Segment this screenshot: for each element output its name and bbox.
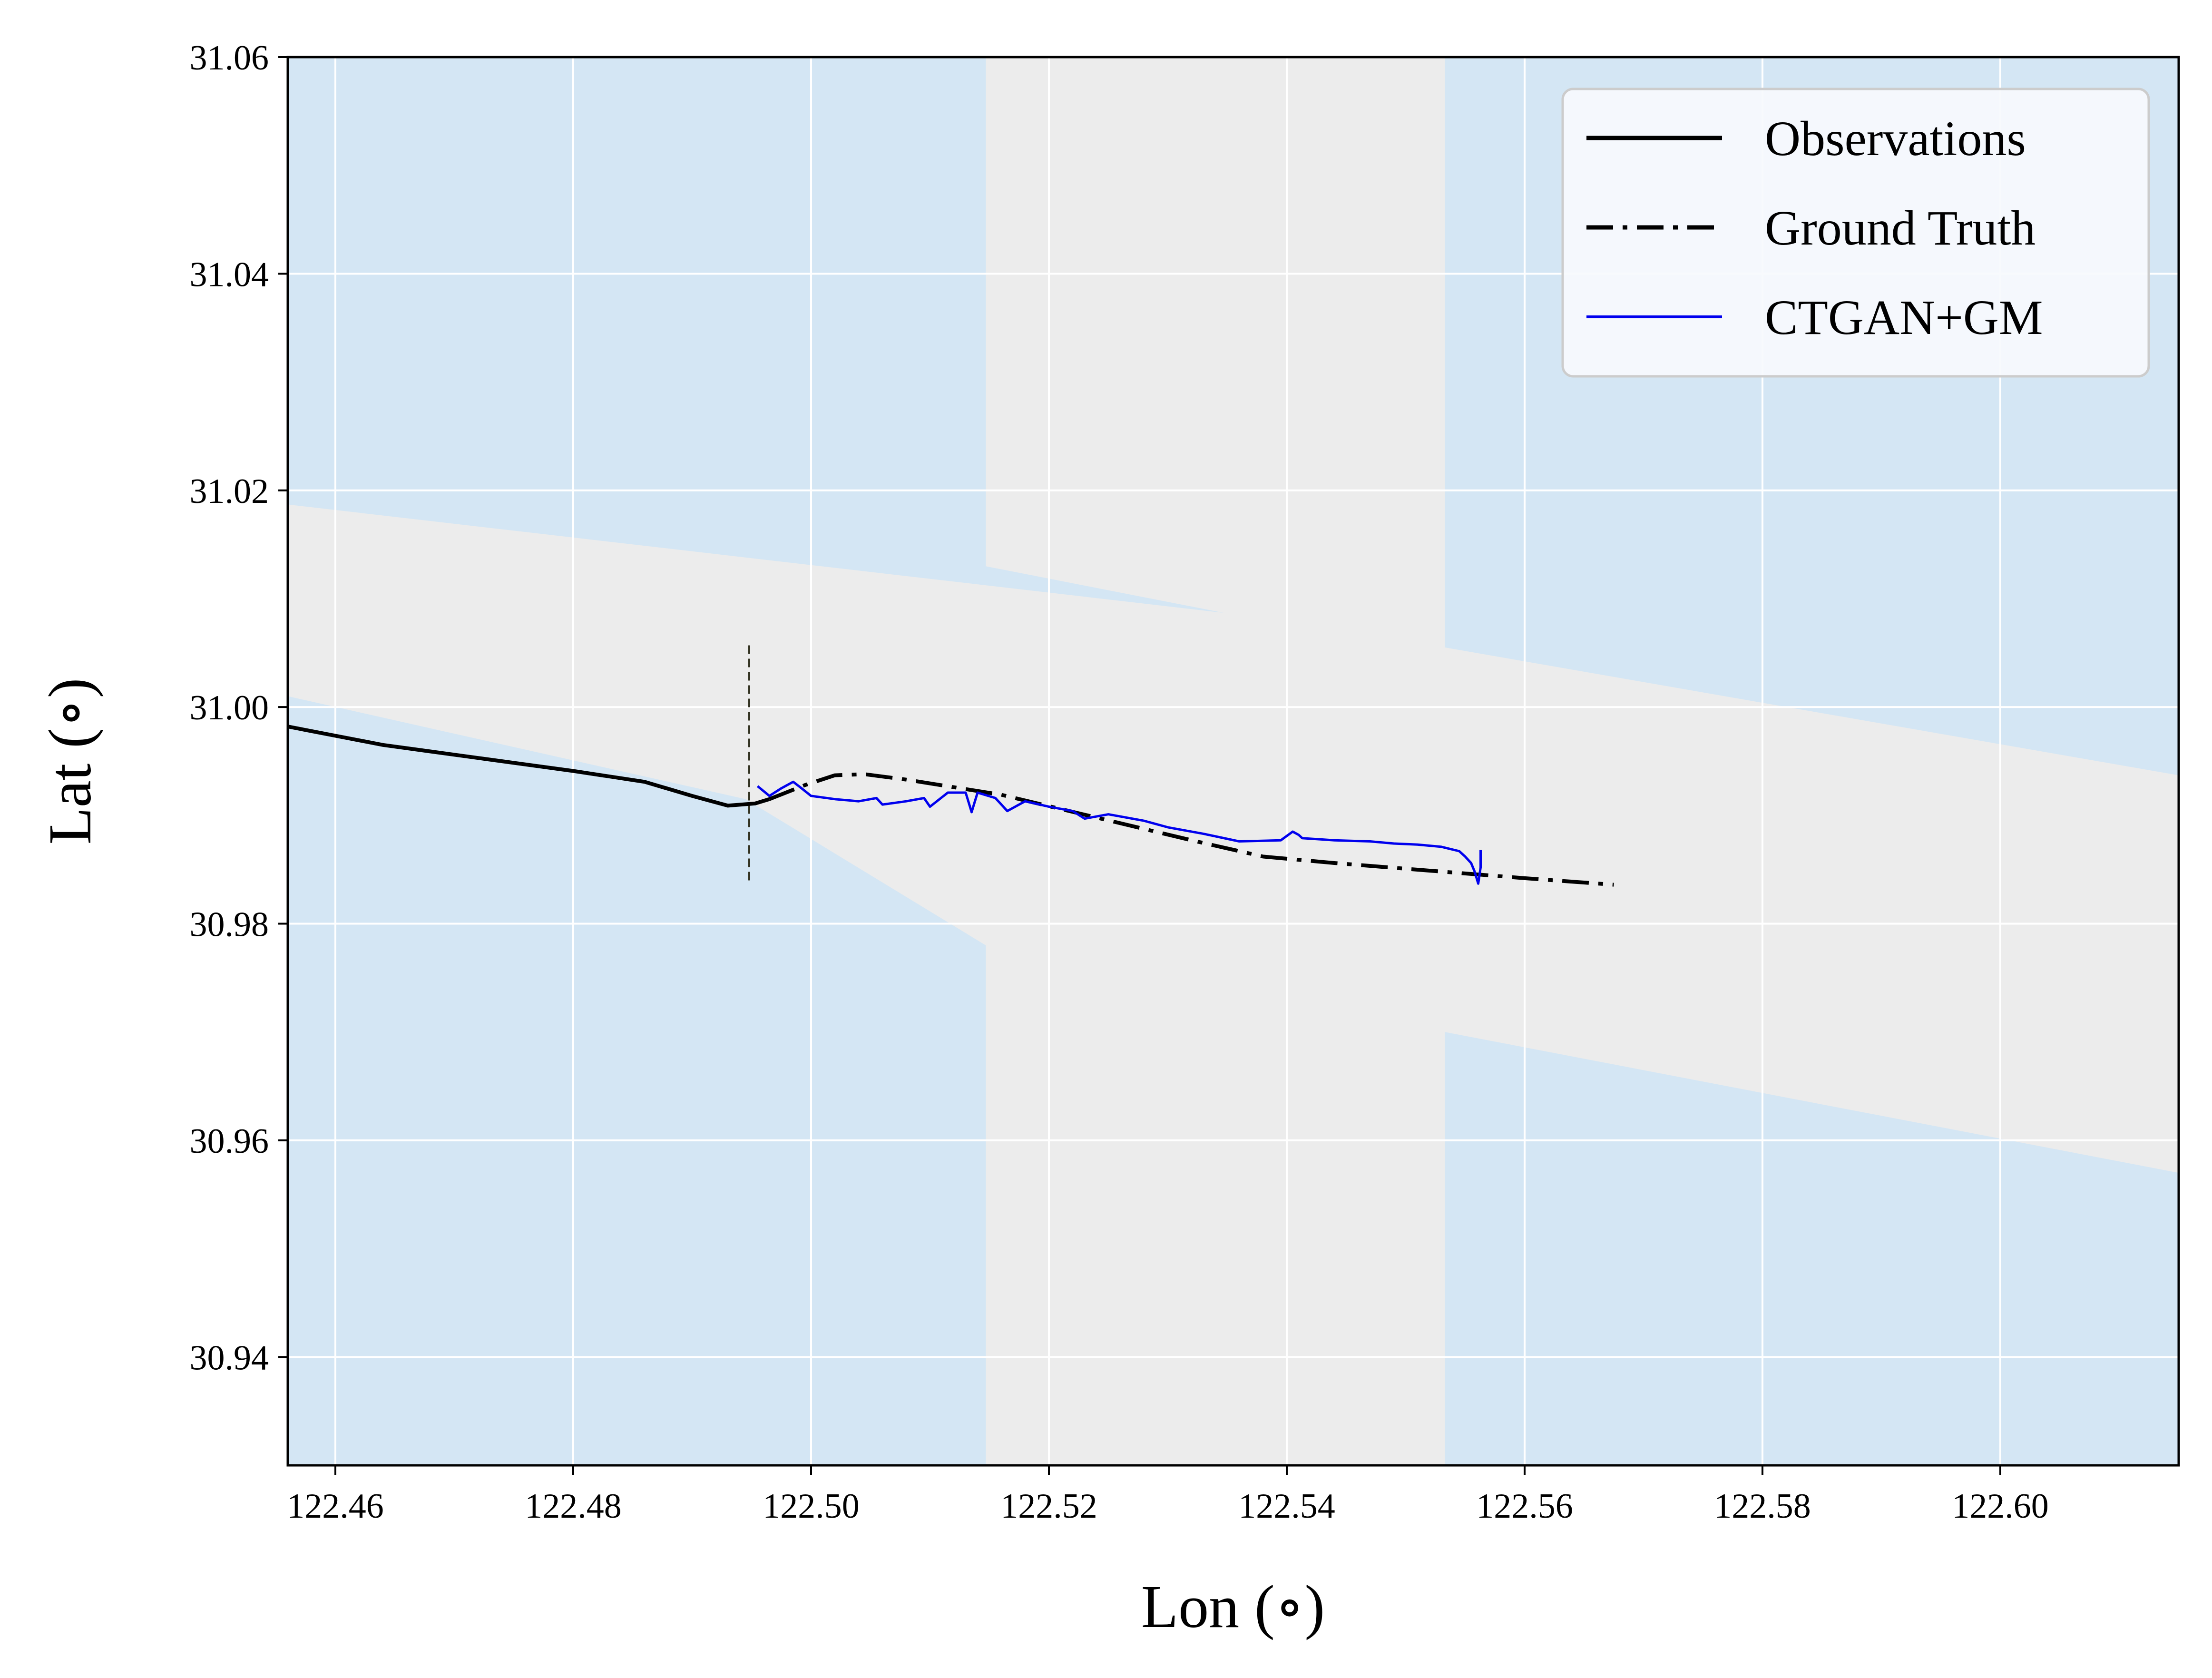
y-tick-label-1: 30.96 [190,1122,269,1161]
y-tick-label-6: 31.06 [190,39,269,78]
x-axis-ticks: 122.46 122.48 122.50 122.52 122.54 122.56 122.… [287,1465,2049,1526]
legend-observations-label: Observations [1765,111,2026,166]
y-tick-label-5: 31.04 [190,255,269,294]
x-tick-label-4: 122.54 [1238,1487,1335,1526]
x-tick-label-7: 122.60 [1952,1487,2049,1526]
legend: Observations Ground Truth CTGAN+GM [1561,88,2150,378]
x-tick-label-5: 122.56 [1476,1487,1573,1526]
y-axis-title: Lat (∘) [36,678,104,845]
water-region-0 [288,57,1224,613]
legend-ground-truth-label: Ground Truth [1765,201,2036,255]
y-tick-label-0: 30.94 [190,1338,269,1377]
legend-ctgan-gm-label: CTGAN+GM [1765,290,2043,345]
x-tick-label-1: 122.48 [525,1487,622,1526]
y-axis-ticks: 30.94 30.96 30.98 31.00 31.02 31.04 31.06 [190,39,288,1377]
x-tick-label-2: 122.50 [763,1487,860,1526]
ground-truth-line [769,772,1614,887]
series [288,725,1614,887]
x-tick-label-0: 122.46 [287,1487,384,1526]
legend-box [1561,88,2150,378]
x-axis-title: Lon (∘) [1141,1573,1325,1640]
plot-frame [286,56,2180,1467]
ctgan-gm-line [756,780,1482,885]
y-tick-label-4: 31.02 [190,472,269,511]
y-tick-label-2: 30.98 [190,905,269,944]
x-tick-label-6: 122.58 [1714,1487,1811,1526]
grid [288,57,2179,1465]
x-tick-label-3: 122.52 [1000,1487,1097,1526]
y-tick-label-3: 31.00 [190,688,269,727]
observations-line [288,725,770,808]
